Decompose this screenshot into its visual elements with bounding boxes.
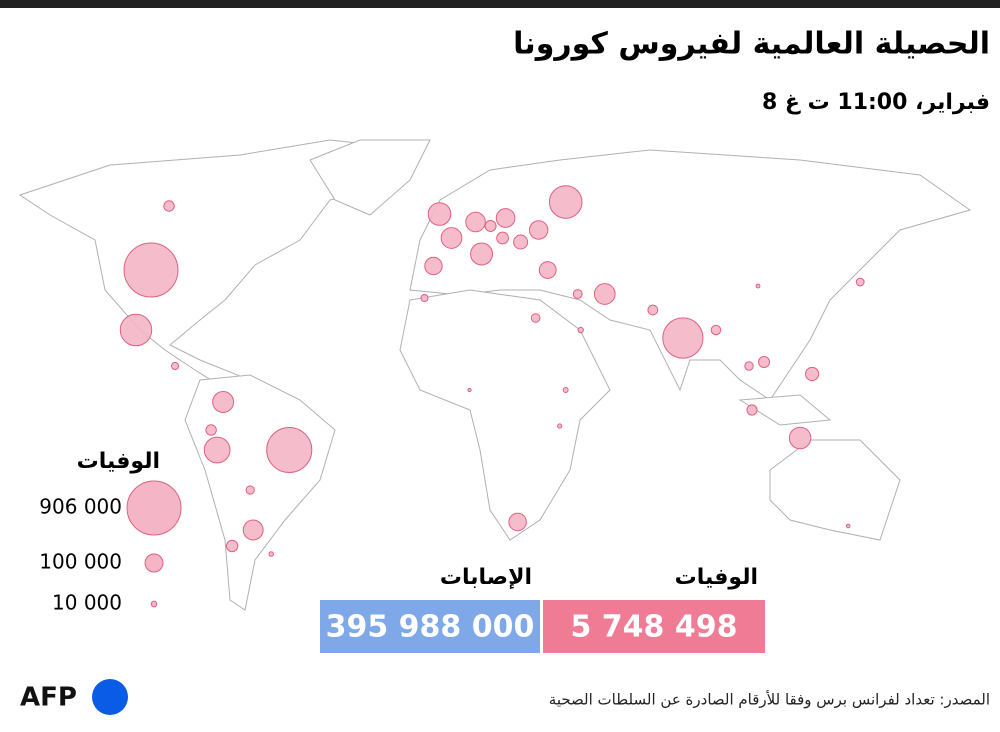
death-bubble [662,317,704,359]
death-bubble [467,387,472,393]
death-bubble [440,227,463,249]
death-bubble [496,231,509,245]
death-bubble [788,426,812,450]
source: المصدر: تعداد لفرانس برس وفقا للأرقام ال… [549,690,990,709]
death-bubble [163,200,175,212]
death-bubble [758,355,771,369]
death-bubble [242,519,264,541]
legend-circle [150,600,158,608]
death-bubble [577,326,584,334]
death-bubble [495,208,516,228]
cases-value: 395 988 000 [326,610,535,645]
cases-box [320,600,540,653]
death-bubble [755,283,761,289]
deaths-label: الوفيات [675,565,758,590]
death-bubble [484,220,497,232]
death-bubble [528,220,549,240]
legend-label: 10 000 [52,591,122,615]
cases-label: الإصابات [440,565,532,590]
death-bubble [266,426,313,474]
death-bubble [855,277,865,287]
death-bubble [205,424,217,436]
death-bubble [548,185,583,219]
death-bubble [557,423,563,429]
death-bubble [245,485,255,495]
death-bubble [744,361,754,371]
afp-logo: AFP [20,683,77,713]
death-bubble [225,539,239,553]
death-bubble [268,551,274,557]
death-bubble [710,324,722,336]
death-bubble [538,261,557,279]
subtitle: 8 فبراير، 11:00 ت غ [762,90,990,115]
legend-label: 100 000 [39,550,122,574]
death-bubble [465,211,486,233]
death-bubble [508,512,527,532]
death-bubble [845,523,851,529]
deaths-box [543,600,765,653]
death-bubble [212,391,235,413]
death-bubble [424,256,443,276]
death-bubble [123,242,179,298]
death-bubble [593,283,616,305]
death-bubble [119,313,153,347]
death-bubble [170,361,180,371]
legend-label: 906 000 [39,495,122,519]
death-bubble [470,242,494,266]
legend-circle [144,553,164,573]
legend-title: الوفيات [77,449,160,474]
afp-dot [92,679,128,715]
death-bubble [647,304,659,316]
death-bubble [572,289,583,299]
title: الحصيلة العالمية لفيروس كورونا [513,27,990,62]
death-bubble [420,293,429,303]
legend-circle [126,480,182,536]
world-map [18,139,972,611]
top-bar [0,0,1000,8]
death-bubble [513,234,529,250]
death-bubble [562,387,569,393]
legend: 906 000 100 000 10 000 [39,480,182,615]
death-bubble [203,436,231,464]
death-bubble [427,202,452,226]
death-bubble [746,404,758,416]
deaths-value: 5 748 498 [570,610,737,645]
death-bubble [805,366,820,382]
bubbles [119,185,865,557]
death-bubble [530,313,541,323]
